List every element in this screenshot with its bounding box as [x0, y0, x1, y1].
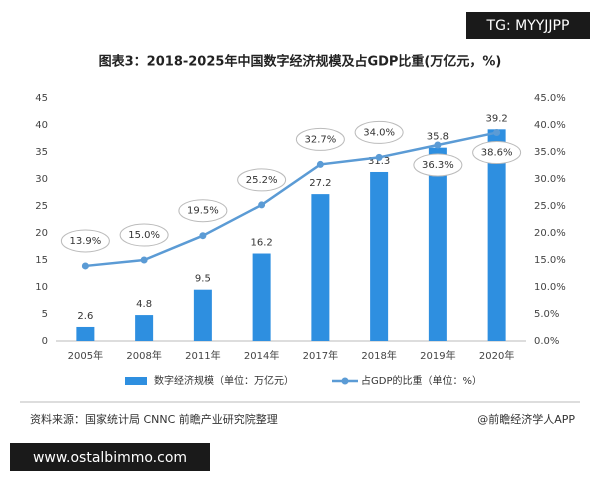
y-tick-label: 20 — [35, 228, 48, 239]
line-marker — [493, 129, 501, 137]
y2-tick-label: 40.0% — [534, 120, 566, 131]
x-tick-label: 2018年 — [361, 349, 396, 362]
bar — [370, 171, 389, 341]
label-bubble — [413, 153, 463, 177]
watermark: www.ostalbimmo.com — [33, 450, 187, 466]
y2-tick-label: 5.0% — [534, 309, 559, 320]
x-tick-label: 2011年 — [185, 349, 220, 362]
line-label: 36.3% — [422, 160, 454, 171]
x-tick-label: 2019年 — [420, 349, 455, 362]
bar-label: 9.5 — [195, 274, 211, 285]
bar-label: 31.3 — [368, 156, 390, 167]
line-marker — [140, 256, 148, 264]
bar-label: 4.8 — [136, 299, 152, 310]
bar — [428, 147, 447, 341]
legend-swatch — [125, 377, 147, 385]
y-tick-label: 0 — [42, 336, 48, 347]
y2-tick-label: 25.0% — [534, 201, 566, 212]
bar-label: 27.2 — [309, 178, 331, 189]
y-tick-label: 35 — [35, 147, 48, 158]
label-bubble — [178, 199, 228, 223]
y-tick-label: 40 — [35, 120, 48, 131]
line — [85, 131, 497, 268]
watermark: TG: MYYJJPP — [486, 18, 570, 34]
watermark-box — [466, 12, 590, 39]
line-label: 15.0% — [128, 230, 160, 241]
bar — [193, 289, 212, 341]
bar-label: 16.2 — [250, 238, 272, 249]
watermark-box — [10, 443, 210, 471]
y2-tick-label: 45.0% — [534, 93, 566, 104]
line-marker — [375, 153, 383, 161]
legend-label: 占GDP的比重（单位：%） — [361, 374, 482, 387]
label-bubble — [119, 223, 169, 247]
y-tick-label: 5 — [42, 309, 48, 320]
chart-title: 图表3：2018-2025年中国数字经济规模及占GDP比重(万亿元，%) — [99, 54, 502, 70]
y2-tick-label: 30.0% — [534, 174, 566, 185]
y2-tick-label: 20.0% — [534, 228, 566, 239]
y-tick-label: 30 — [35, 174, 48, 185]
y-tick-label: 45 — [35, 93, 48, 104]
line-marker — [258, 201, 266, 209]
bar-label: 2.6 — [77, 311, 93, 322]
bar — [135, 315, 154, 341]
line-label: 38.6% — [481, 148, 513, 159]
bar — [252, 253, 271, 341]
label-bubble — [472, 141, 522, 165]
y2-tick-label: 10.0% — [534, 282, 566, 293]
x-tick-label: 2017年 — [303, 349, 338, 362]
label-bubble — [354, 120, 404, 144]
credit: @前瞻经济学人APP — [477, 412, 575, 426]
line-label: 25.2% — [246, 175, 278, 186]
y2-tick-label: 0.0% — [534, 336, 559, 347]
bar — [487, 129, 506, 341]
legend-label: 数字经济规模（单位：万亿元） — [154, 374, 294, 387]
y2-tick-label: 35.0% — [534, 147, 566, 158]
x-tick-label: 2020年 — [479, 349, 514, 362]
line-marker — [199, 232, 207, 240]
label-bubble — [60, 229, 110, 253]
y-tick-label: 25 — [35, 201, 48, 212]
bar-label: 35.8 — [427, 132, 449, 143]
label-bubble — [295, 127, 345, 151]
line-marker — [434, 141, 442, 149]
line-label: 13.9% — [69, 236, 101, 247]
line-label: 32.7% — [304, 134, 336, 145]
bar — [76, 326, 95, 341]
x-tick-label: 2014年 — [244, 349, 279, 362]
line-label: 34.0% — [363, 127, 395, 138]
bar — [311, 194, 330, 341]
legend-swatch — [341, 377, 349, 385]
y2-tick-label: 15.0% — [534, 255, 566, 266]
x-tick-label: 2008年 — [126, 349, 161, 362]
source: 资料来源：国家统计局 CNNC 前瞻产业研究院整理 — [30, 412, 278, 426]
y-tick-label: 15 — [35, 255, 48, 266]
line-label: 19.5% — [187, 206, 219, 217]
y-tick-label: 10 — [35, 282, 48, 293]
bar-label: 39.2 — [485, 113, 507, 124]
line-marker — [81, 262, 89, 270]
x-tick-label: 2005年 — [68, 349, 103, 362]
line-marker — [316, 160, 324, 168]
label-bubble — [237, 168, 287, 192]
